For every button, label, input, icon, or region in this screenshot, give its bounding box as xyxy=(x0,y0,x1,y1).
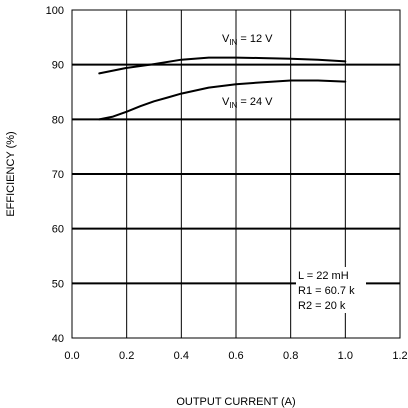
y-tick-label: 50 xyxy=(52,278,64,290)
annotation-box: L = 22 mH R1 = 60.7 k R2 = 20 k xyxy=(296,267,366,313)
y-axis-tick-labels: 40 50 60 70 80 90 100 xyxy=(46,5,64,345)
series-label-vin-12v: VIN = 12 V xyxy=(222,33,273,47)
x-axis-label: OUTPUT CURRENT (A) xyxy=(176,396,295,408)
series-label-vin-24v: VIN = 24 V xyxy=(222,96,273,110)
y-axis-label: EFFICIENCY (%) xyxy=(5,131,17,216)
x-tick-label: 0.8 xyxy=(283,350,298,362)
y-tick-label: 70 xyxy=(52,169,64,181)
y-tick-label: 40 xyxy=(52,333,64,345)
horizontal-gridlines xyxy=(72,63,400,285)
series-line-1 xyxy=(98,79,347,121)
y-tick-label: 60 xyxy=(52,224,64,236)
annotation-inductance: L = 22 mH xyxy=(298,270,349,282)
series-lines xyxy=(98,56,347,121)
y-tick-label: 90 xyxy=(52,60,64,72)
x-tick-label: 1.0 xyxy=(338,350,353,362)
y-tick-label: 80 xyxy=(52,114,64,126)
x-tick-label: 1.2 xyxy=(392,350,407,362)
x-tick-label: 0.0 xyxy=(64,350,79,362)
annotation-r1: R1 = 60.7 k xyxy=(298,285,355,297)
annotation-r2: R2 = 20 k xyxy=(298,300,346,312)
series-line-0 xyxy=(98,56,347,75)
y-tick-label: 100 xyxy=(46,5,64,17)
x-axis-tick-labels: 0.0 0.2 0.4 0.6 0.8 1.0 1.2 xyxy=(64,350,407,362)
x-tick-label: 0.4 xyxy=(174,350,189,362)
annotation-background xyxy=(296,267,366,313)
x-tick-label: 0.2 xyxy=(119,350,134,362)
x-tick-label: 0.6 xyxy=(228,350,243,362)
